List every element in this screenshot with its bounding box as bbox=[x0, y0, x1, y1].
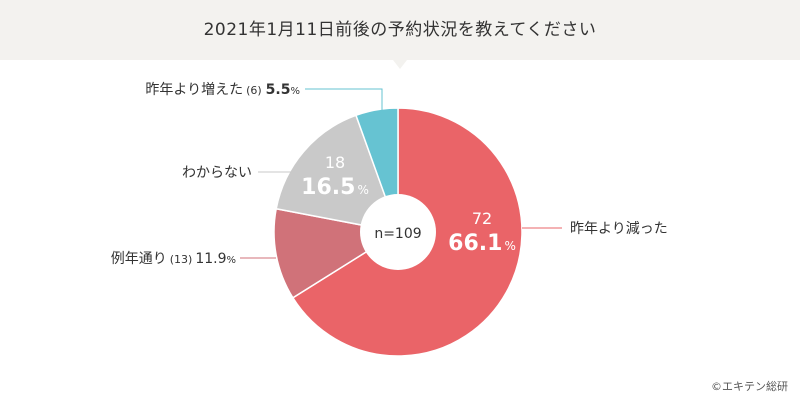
title-bar: 2021年1月11日前後の予約状況を教えてください bbox=[0, 0, 800, 60]
slice-count-unknown: 18 bbox=[325, 153, 345, 172]
slice-label-increased: 昨年より増えた (6) 5.5% bbox=[145, 82, 300, 98]
slice-unknown bbox=[275, 114, 400, 233]
pct-unit: % bbox=[290, 86, 300, 97]
slice-label-increased-count: (6) bbox=[246, 84, 262, 97]
slice-percent-unknown: 16.5% bbox=[301, 175, 369, 200]
slice-label-increased-name: 昨年より増えた bbox=[145, 82, 243, 98]
slice-percent-decreased: 66.1% bbox=[448, 231, 516, 256]
center-label: n=109 bbox=[374, 226, 421, 242]
chart-title: 2021年1月11日前後の予約状況を教えてください bbox=[203, 20, 597, 40]
slice-count-decreased: 72 bbox=[472, 209, 492, 228]
slice-percent-decreased-value: 66.1 bbox=[448, 231, 502, 256]
title-pointer bbox=[393, 60, 407, 69]
leader-line-increased bbox=[305, 88, 383, 111]
pct-unit: % bbox=[226, 255, 236, 266]
slice-label-usual-percent: 11.9 bbox=[195, 251, 226, 267]
slice-label-unknown: わからない bbox=[182, 165, 252, 181]
slice-label-decreased: 昨年より減った bbox=[570, 220, 668, 237]
slice-label-usual-name: 例年通り bbox=[111, 251, 167, 267]
credit: ©エキテン総研 bbox=[711, 380, 788, 393]
slice-label-usual: 例年通り (13) 11.9% bbox=[111, 251, 236, 267]
pct-unit: % bbox=[357, 183, 368, 197]
pct-unit: % bbox=[504, 239, 515, 253]
slice-percent-unknown-value: 16.5 bbox=[301, 175, 355, 200]
slice-label-usual-count: (13) bbox=[170, 253, 193, 266]
slice-label-increased-percent: 5.5 bbox=[266, 82, 291, 98]
donut-hole bbox=[360, 194, 436, 270]
